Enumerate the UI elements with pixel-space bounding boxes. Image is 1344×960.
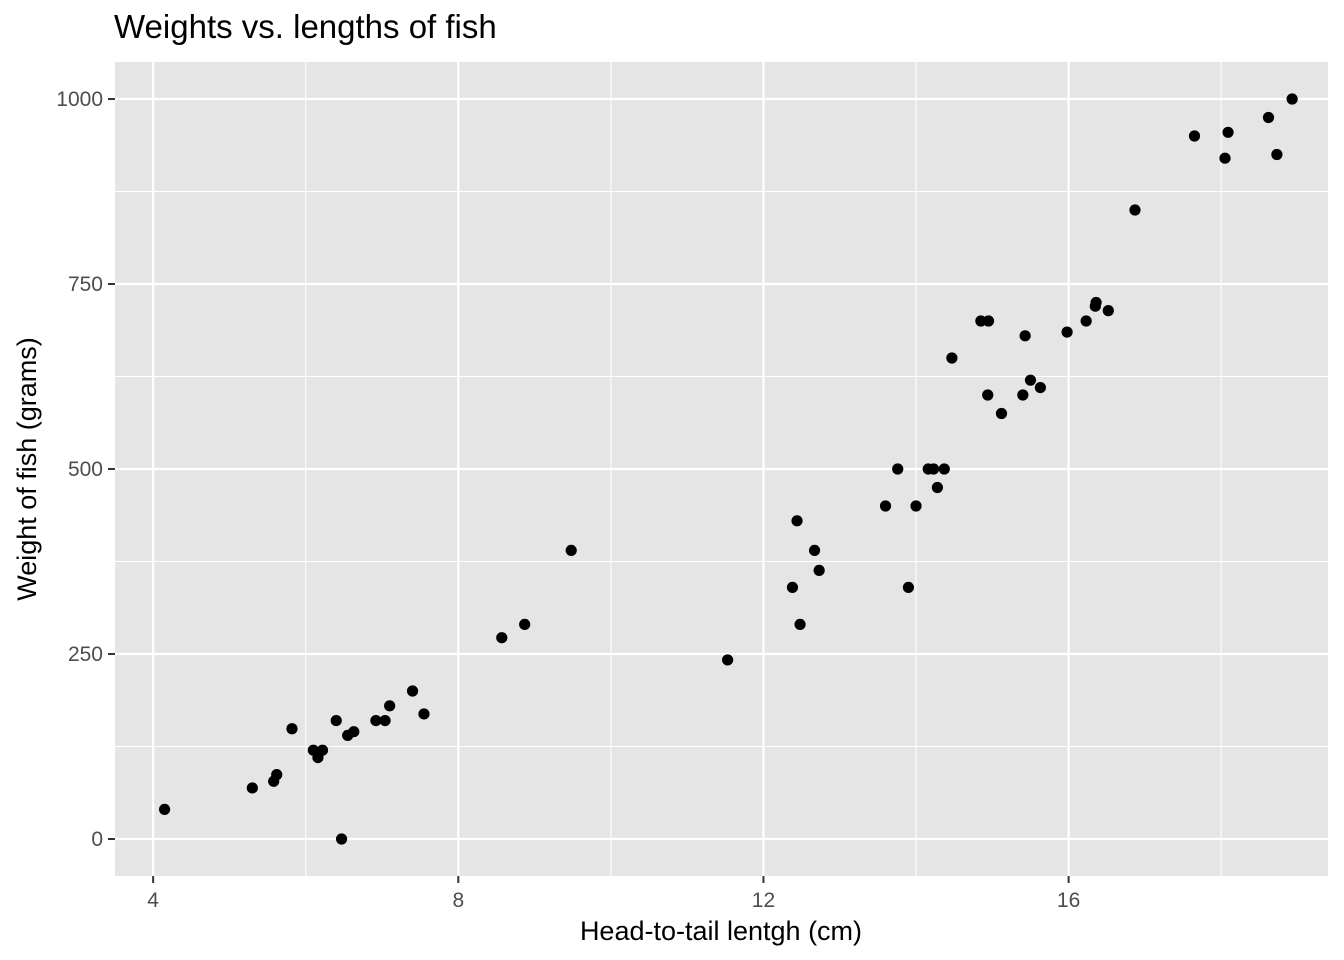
data-point [1017, 389, 1029, 401]
data-point [286, 723, 298, 735]
data-point [246, 782, 258, 794]
data-point [1262, 111, 1275, 124]
y-tick-label: 250 [68, 643, 103, 666]
data-point [379, 715, 391, 727]
data-point [384, 700, 396, 712]
data-point [1090, 296, 1102, 309]
y-tick-label: 500 [68, 458, 103, 481]
x-axis-title: Head-to-tail lentgh (cm) [580, 916, 862, 946]
y-axis: 0 250 500 750 1000 [56, 88, 115, 851]
data-point [791, 515, 803, 527]
data-point [565, 544, 577, 557]
data-point [892, 463, 904, 475]
data-point [1188, 130, 1201, 142]
data-point [370, 715, 382, 727]
data-point [1019, 330, 1031, 342]
data-point [418, 708, 430, 720]
data-point [902, 581, 915, 594]
data-point [1034, 382, 1046, 394]
data-point [1286, 93, 1298, 105]
x-axis: 4 8 12 16 [147, 876, 1080, 912]
data-point [1080, 315, 1092, 327]
data-point [519, 618, 531, 631]
data-point [348, 726, 360, 738]
data-point [496, 632, 508, 644]
y-axis-title: Weight of fish (grams) [12, 337, 42, 601]
data-point [1129, 204, 1141, 216]
x-tick-label: 16 [1057, 889, 1080, 912]
major-gridlines [115, 62, 1328, 876]
data-point [794, 618, 806, 631]
data-point [1271, 148, 1283, 161]
y-tick-label: 750 [68, 273, 103, 296]
data-point [1222, 126, 1234, 138]
data-point [722, 654, 734, 666]
data-point [927, 463, 940, 475]
data-point [946, 352, 958, 364]
x-tick-label: 8 [452, 889, 464, 912]
data-point [330, 715, 342, 727]
data-point [1024, 374, 1037, 386]
data-point [879, 500, 892, 512]
data-point [316, 744, 329, 756]
chart-title: Weights vs. lengths of fish [114, 8, 497, 45]
y-tick-label: 0 [91, 828, 103, 851]
data-point [982, 389, 994, 401]
data-point [982, 315, 995, 327]
data-point [1061, 326, 1073, 338]
data-point [1102, 305, 1114, 317]
data-point [158, 803, 171, 816]
data-point [931, 481, 943, 494]
data-point [786, 581, 799, 594]
x-tick-label: 12 [752, 889, 775, 912]
y-tick-label: 1000 [56, 88, 103, 111]
x-tick-label: 4 [147, 889, 159, 912]
data-point [1219, 152, 1231, 164]
data-points [158, 93, 1298, 845]
data-point [813, 564, 825, 576]
data-point [808, 544, 821, 557]
data-point [938, 463, 950, 475]
data-point [995, 407, 1008, 420]
data-point [271, 769, 283, 781]
data-point [335, 833, 348, 845]
data-point [910, 500, 922, 512]
data-point [406, 685, 419, 697]
